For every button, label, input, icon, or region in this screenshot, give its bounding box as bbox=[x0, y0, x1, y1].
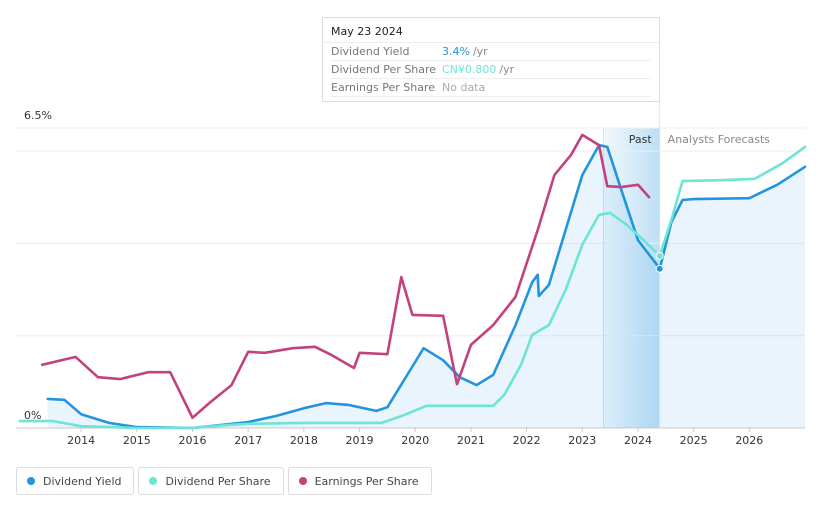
past-label: Past bbox=[629, 133, 653, 146]
highlight-dot bbox=[655, 264, 664, 273]
legend-item[interactable]: Earnings Per Share bbox=[287, 467, 432, 495]
tooltip-label: Earnings Per Share bbox=[331, 81, 436, 94]
x-tick-label: 2016 bbox=[179, 434, 207, 447]
tooltip-unit: /yr bbox=[499, 63, 515, 76]
tooltip-value: No data bbox=[442, 81, 486, 94]
tooltip: May 23 2024 Dividend Yield 3.4%/yr Dividend… bbox=[322, 17, 660, 102]
y-tick-label: 0% bbox=[24, 409, 41, 422]
legend-label: Dividend Yield bbox=[43, 474, 122, 488]
tooltip-value: 3.4% bbox=[442, 45, 470, 58]
forecast-label: Analysts Forecasts bbox=[668, 133, 771, 146]
tooltip-date: May 23 2024 bbox=[323, 18, 659, 43]
legend-item[interactable]: Dividend Per Share bbox=[138, 467, 284, 495]
x-tick-label: 2019 bbox=[346, 434, 374, 447]
tooltip-unit: /yr bbox=[472, 45, 488, 58]
chart: 0% 6.5% 2014 2015 2016 2017 2018 2019 2020 2021 20… bbox=[16, 102, 807, 447]
x-tick-label: 2017 bbox=[234, 434, 262, 447]
tooltip-value: CN¥0.800 bbox=[442, 63, 497, 76]
x-tick-label: 2024 bbox=[624, 434, 652, 447]
x-tick-label: 2014 bbox=[67, 434, 95, 447]
legend-swatch bbox=[149, 477, 158, 485]
legend-label: Earnings Per Share bbox=[314, 474, 419, 488]
x-tick-label: 2020 bbox=[401, 434, 429, 447]
y-tick-label: 6.5% bbox=[24, 109, 52, 122]
tooltip-label: Dividend Per Share bbox=[331, 63, 437, 76]
series-line bbox=[18, 145, 807, 430]
x-tick-label: 2023 bbox=[568, 434, 596, 447]
legend-label: Dividend Per Share bbox=[165, 474, 271, 488]
tooltip-row: Dividend Yield 3.4%/yr bbox=[331, 43, 651, 61]
past-region bbox=[603, 128, 660, 428]
x-tick-label: 2022 bbox=[513, 434, 541, 447]
legend-swatch bbox=[27, 477, 35, 485]
legend: Dividend Yield Dividend Per Share Earnings… bbox=[16, 467, 432, 495]
x-tick-label: 2021 bbox=[457, 434, 485, 447]
legend-swatch bbox=[298, 477, 307, 485]
tooltip-row: Earnings Per Share No data bbox=[331, 79, 651, 97]
highlight-dot bbox=[655, 251, 664, 260]
area bbox=[47, 145, 805, 428]
x-tick-label: 2025 bbox=[680, 434, 708, 447]
series-line bbox=[40, 133, 651, 420]
tooltip-row: Dividend Per Share CN¥0.800/yr bbox=[331, 61, 651, 79]
x-tick-label: 2015 bbox=[123, 434, 151, 447]
x-tick-label: 2026 bbox=[735, 434, 763, 447]
tooltip-label: Dividend Yield bbox=[331, 45, 410, 58]
legend-item[interactable]: Dividend Yield bbox=[16, 467, 135, 495]
x-tick-label: 2018 bbox=[290, 434, 318, 447]
